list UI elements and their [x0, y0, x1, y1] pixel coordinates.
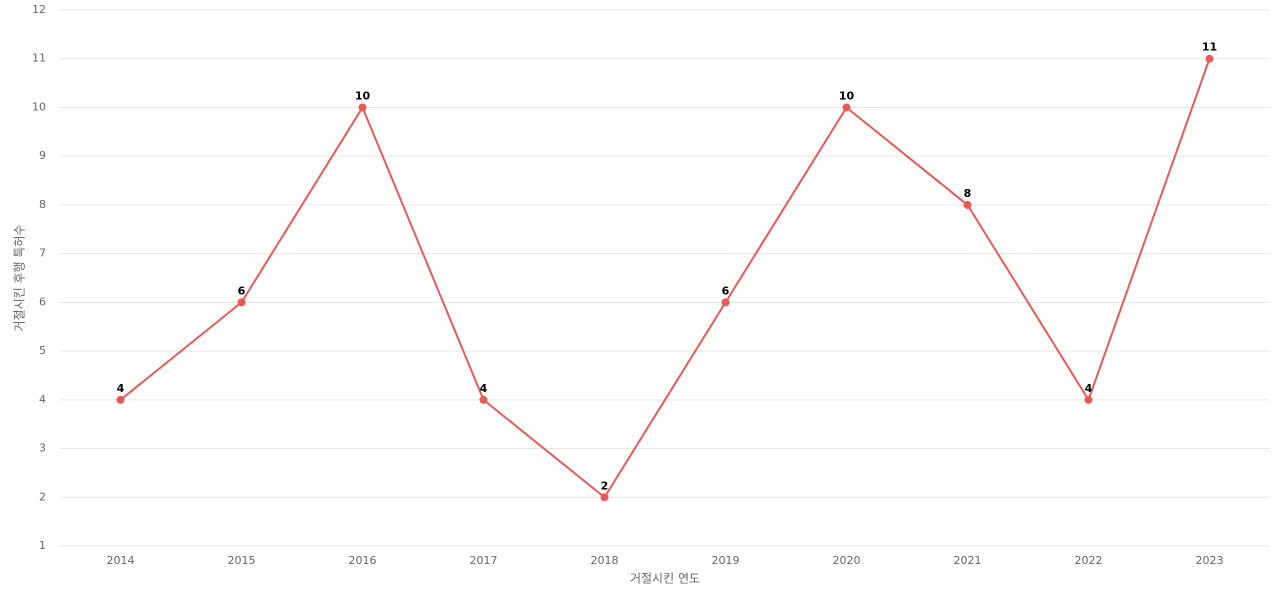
- data-label: 10: [355, 89, 371, 102]
- data-label: 4: [117, 382, 125, 395]
- y-tick-label: 2: [39, 490, 46, 503]
- x-tick-label: 2017: [470, 554, 498, 567]
- point: [116, 395, 125, 404]
- line: [119, 58, 1211, 499]
- data-label: 4: [1085, 382, 1093, 395]
- x-tick-label: 2022: [1075, 554, 1103, 567]
- x-tick-label: 2016: [349, 554, 377, 567]
- y-axis-label: 거절시킨 후행 특허수: [12, 225, 27, 332]
- x-tick-label: 2018: [591, 554, 619, 567]
- data-label: 6: [722, 284, 730, 297]
- y-tick-label: 8: [39, 198, 46, 211]
- point: [479, 395, 488, 404]
- x-tick-label: 2019: [712, 554, 740, 567]
- point: [600, 493, 609, 502]
- data-label: 11: [1202, 41, 1217, 54]
- point: [842, 103, 851, 112]
- y-tick-label: 1: [39, 539, 46, 552]
- x-tick-label: 2020: [833, 554, 861, 567]
- y-tick-label: 11: [32, 52, 46, 65]
- data-label: 4: [480, 382, 488, 395]
- y-tick-label: 7: [39, 247, 46, 260]
- y-tick-label: 5: [39, 344, 46, 357]
- y-tick-label: 12: [32, 3, 46, 16]
- y-tick-label: 4: [39, 393, 46, 406]
- point: [1205, 54, 1214, 63]
- x-tick-label: 2023: [1196, 554, 1224, 567]
- point: [358, 103, 367, 112]
- point: [721, 298, 730, 307]
- x-tick-label: 2015: [228, 554, 256, 567]
- y-tick-label: 10: [32, 100, 46, 113]
- point: [237, 298, 246, 307]
- x-tick-label: 2021: [954, 554, 982, 567]
- y-tick-label: 3: [39, 442, 46, 455]
- x-tick-label: 2014: [107, 554, 135, 567]
- point: [963, 200, 972, 209]
- y-tick-label: 6: [39, 295, 46, 308]
- data-label: 8: [964, 187, 972, 200]
- y-tick-label: 9: [39, 149, 46, 162]
- point: [1084, 395, 1093, 404]
- data-label: 10: [839, 89, 855, 102]
- data-label: 6: [238, 284, 246, 297]
- data-label: 2: [601, 479, 609, 492]
- x-axis-label: 거절시킨 연도: [630, 572, 700, 586]
